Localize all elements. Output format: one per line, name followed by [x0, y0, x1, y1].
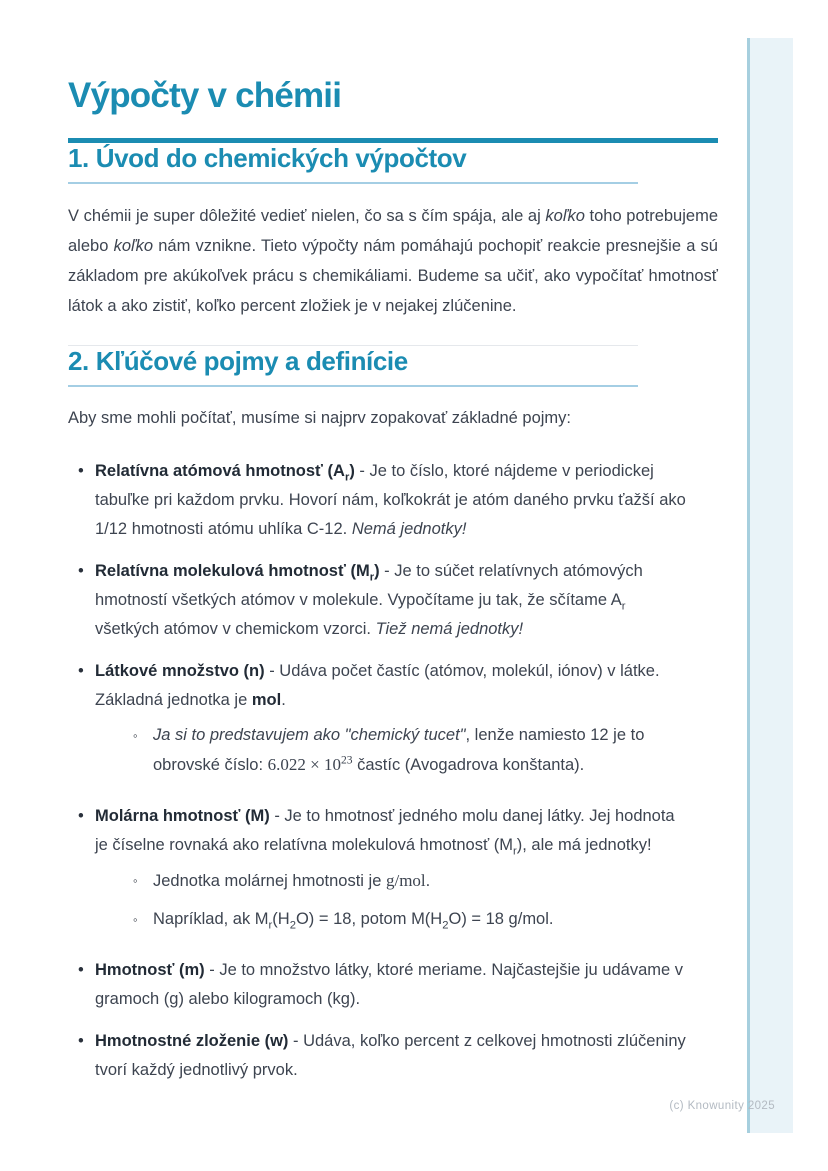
copyright-footer: (c) Knowunity 2025	[669, 1100, 775, 1112]
paragraph-text: toho potrebujeme alebo	[68, 207, 718, 255]
bullet-icon: •	[78, 462, 84, 480]
title-rule	[68, 138, 718, 143]
nested-list-item: ◦ Napríklad, ak Mr(H2O) = 18, potom M(H2…	[133, 905, 691, 934]
definition-text: častíc (Avogadrova konštanta).	[352, 756, 585, 774]
bullet-icon: •	[78, 1032, 84, 1050]
list-item-text: Hmotnosť (m) - Je to množstvo látky, kto…	[95, 956, 691, 1014]
list-item-hmotnost: • Hmotnosť (m) - Je to množstvo látky, k…	[68, 956, 718, 1014]
math-exponent: 23	[340, 753, 353, 767]
list-item-molarna-hmotnost: • Molárna hmotnosť (M) - Je to hmotnosť …	[68, 802, 718, 943]
inline-subscript: r	[512, 845, 517, 858]
definition-text: , lenže namiesto 12 je to obrovské číslo…	[153, 726, 645, 774]
section-1-heading: 1. Úvod do chemických výpočtov	[68, 143, 467, 173]
term-subscript: r	[369, 571, 375, 584]
decorative-side-strip	[747, 38, 793, 1133]
section-2-heading: 2. Kľúčové pojmy a definície	[68, 346, 408, 376]
term-text: Relatívna atómová hmotnosť (A	[95, 462, 345, 480]
definitions-list: • Relatívna atómová hmotnosť (Ar) - Je t…	[68, 457, 718, 1085]
nested-list: ◦ Jednotka molárnej hmotnosti je g/mol. …	[133, 866, 691, 934]
italic-note: Ja si to predstavujem ako "chemický tuce…	[153, 726, 466, 744]
definition-text: všetkých atómov v chemickom vzorci.	[95, 620, 376, 638]
term-label: Hmotnosť (m)	[95, 961, 205, 979]
nested-list-item: ◦ Jednotka molárnej hmotnosti je g/mol.	[133, 866, 691, 896]
list-item-hmotnostne-zlozenie: • Hmotnostné zloženie (w) - Udáva, koľko…	[68, 1027, 718, 1085]
definition-text: - Udáva počet častíc (atómov, molekúl, i…	[95, 662, 660, 709]
definition-text: Napríklad, ak M	[153, 910, 269, 928]
paragraph-text: nám vznikne. Tieto výpočty nám pomáhajú …	[68, 237, 718, 315]
italic-word: koľko	[113, 237, 154, 255]
definition-text: - Je to množstvo látky, ktoré meriame. N…	[95, 961, 684, 1008]
sub-bullet-icon: ◦	[133, 912, 138, 927]
definition-text: O) = 18, potom M(H	[295, 910, 443, 928]
math-expression: g/mol	[385, 871, 426, 890]
definition-text: (H	[272, 910, 290, 928]
section-1-paragraph: V chémii je super dôležité vedieť nielen…	[68, 201, 718, 321]
section-2-underline	[68, 385, 638, 387]
term-label: Látkové množstvo (n)	[95, 662, 265, 680]
definition-text: - Udáva, koľko percent z celkovej hmotno…	[95, 1032, 686, 1079]
list-item-text: Relatívna molekulová hmotnosť (Mr) - Je …	[95, 557, 691, 644]
bullet-icon: •	[78, 961, 84, 979]
list-item-text: Hmotnostné zloženie (w) - Udáva, koľko p…	[95, 1027, 691, 1085]
list-item-latkove-mnozstvo: • Látkové množstvo (n) - Udáva počet čas…	[68, 657, 718, 789]
nested-item-text: Ja si to predstavujem ako "chemický tuce…	[153, 721, 691, 780]
section-1-underline	[68, 182, 638, 184]
definition-text: O) = 18 g/mol.	[448, 910, 554, 928]
nested-item-text: Jednotka molárnej hmotnosti je g/mol.	[153, 866, 691, 896]
bold-word: mol	[251, 691, 282, 709]
term-label: Relatívna atómová hmotnosť (Ar)	[95, 462, 355, 484]
inline-subscript: 2	[289, 919, 296, 932]
term-text: )	[349, 462, 355, 480]
nested-list-item: ◦ Ja si to predstavujem ako "chemický tu…	[133, 721, 691, 780]
list-item-text: Relatívna atómová hmotnosť (Ar) - Je to …	[95, 457, 691, 544]
term-label: Molárna hmotnosť (M)	[95, 807, 270, 825]
definition-text: - Je to hmotnosť jedného molu danej látk…	[95, 807, 675, 854]
list-item-text: Látkové množstvo (n) - Udáva počet častí…	[95, 657, 691, 789]
term-text: Relatívna molekulová hmotnosť (M	[95, 562, 370, 580]
term-subscript: r	[344, 471, 350, 484]
italic-word: koľko	[545, 207, 585, 225]
list-item-relativna-atomova: • Relatívna atómová hmotnosť (Ar) - Je t…	[68, 457, 718, 544]
definition-text: .	[281, 691, 286, 709]
inline-subscript: r	[621, 600, 626, 613]
nested-list: ◦ Ja si to predstavujem ako "chemický tu…	[133, 721, 691, 780]
math-expression: 6.022 × 1023	[267, 753, 353, 774]
math-text: 6.022 × 10	[267, 755, 341, 774]
italic-note: Nemá jednotky!	[351, 520, 467, 538]
italic-note: Tiež nemá jednotky!	[375, 620, 524, 638]
section-2-intro: Aby sme mohli počítať, musíme si najprv …	[68, 409, 572, 427]
list-item-relativna-molekulova: • Relatívna molekulová hmotnosť (Mr) - J…	[68, 557, 718, 644]
inline-subscript: r	[268, 919, 273, 932]
term-label: Relatívna molekulová hmotnosť (Mr)	[95, 562, 380, 584]
term-text: )	[374, 562, 380, 580]
definition-text: ), ale má jednotky!	[516, 836, 652, 854]
sub-bullet-icon: ◦	[133, 728, 138, 743]
bullet-icon: •	[78, 807, 84, 825]
list-item-text: Molárna hmotnosť (M) - Je to hmotnosť je…	[95, 802, 691, 943]
bullet-icon: •	[78, 562, 84, 580]
definition-text: Jednotka molárnej hmotnosti je	[153, 872, 386, 890]
nested-item-text: Napríklad, ak Mr(H2O) = 18, potom M(H2O)…	[153, 905, 691, 934]
definition-text: .	[425, 872, 431, 890]
document-content: Výpočty v chémii 1. Úvod do chemických v…	[68, 0, 718, 1098]
definition-text: - Je to číslo, ktoré nájdeme v periodick…	[95, 462, 686, 538]
sub-bullet-icon: ◦	[133, 873, 138, 888]
term-label: Hmotnostné zloženie (w)	[95, 1032, 289, 1050]
paragraph-text: V chémii je super dôležité vedieť nielen…	[68, 207, 546, 225]
section-divider	[68, 345, 638, 346]
page-title: Výpočty v chémii	[68, 76, 342, 115]
definition-text: - Je to súčet relatívnych atómových hmot…	[95, 562, 643, 609]
inline-subscript: 2	[442, 919, 449, 932]
bullet-icon: •	[78, 662, 84, 680]
